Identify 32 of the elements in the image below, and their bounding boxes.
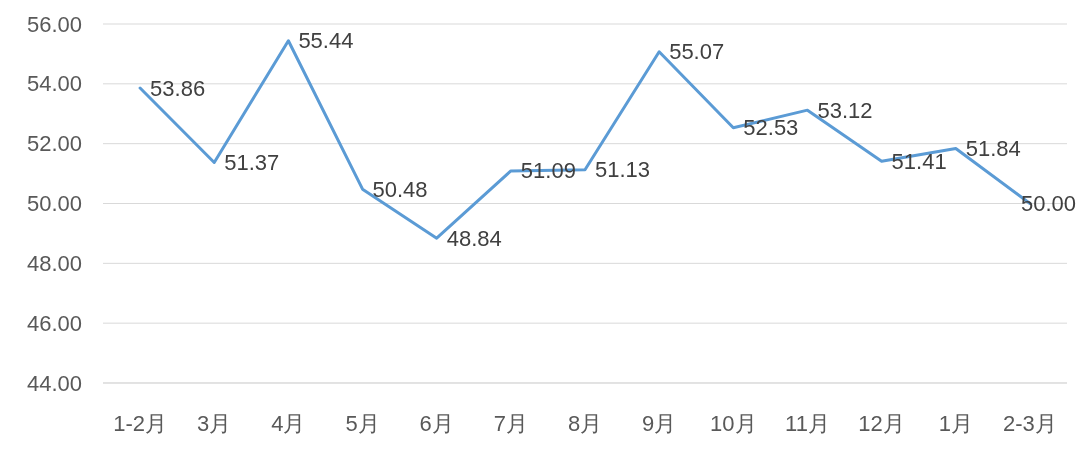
x-tick-label: 6月	[419, 410, 454, 436]
data-label: 50.48	[372, 176, 428, 202]
y-tick-label: 54.00	[26, 71, 82, 97]
data-label: 55.44	[298, 28, 354, 54]
data-label: 51.37	[224, 150, 280, 176]
x-tick-label: 12月	[858, 410, 905, 436]
data-label: 55.07	[669, 39, 725, 65]
data-label: 53.12	[817, 97, 873, 123]
data-label: 51.13	[595, 157, 651, 183]
x-tick-label: 8月	[567, 410, 603, 436]
data-label: 52.53	[743, 115, 799, 141]
y-tick-label: 46.00	[26, 310, 82, 336]
x-tick-label: 4月	[271, 410, 306, 436]
x-tick-label: 10月	[710, 410, 757, 436]
x-tick-label: 9月	[642, 410, 677, 436]
x-tick-label: 11月	[785, 410, 830, 436]
y-tick-label: 48.00	[26, 250, 82, 276]
data-label: 51.84	[965, 135, 1021, 161]
x-tick-label: 2-3月	[1003, 410, 1057, 436]
x-tick-label: 3月	[197, 410, 232, 436]
y-tick-label: 44.00	[26, 370, 82, 396]
data-label: 50.00	[1020, 191, 1076, 216]
data-label: 48.84	[446, 225, 502, 251]
data-label: 53.86	[150, 75, 206, 101]
x-tick-label: 5月	[345, 410, 380, 436]
y-tick-label: 52.00	[26, 131, 82, 157]
data-label: 51.41	[891, 148, 947, 174]
x-tick-label: 1月	[938, 410, 973, 436]
y-tick-label: 50.00	[26, 191, 82, 216]
x-tick-label: 7月	[493, 410, 528, 436]
x-tick-label: 1-2月	[113, 410, 167, 436]
y-tick-label: 56.00	[26, 11, 82, 37]
